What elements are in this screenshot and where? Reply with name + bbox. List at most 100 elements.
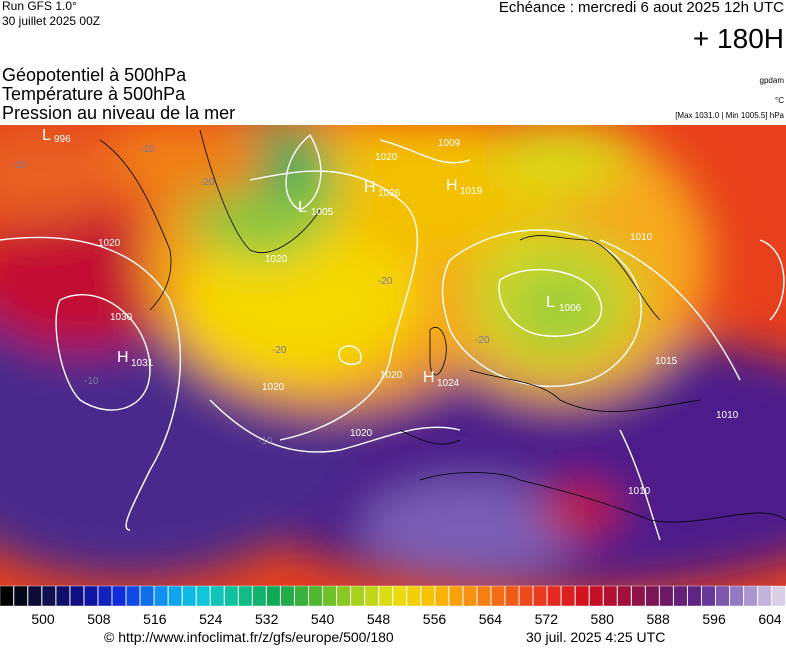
colorbar-swatch	[55, 585, 70, 607]
colorbar-tick-label: 500	[31, 611, 55, 627]
colorbar-tick-label: 604	[758, 611, 782, 627]
colorbar-swatch	[252, 585, 267, 607]
isobars	[0, 133, 785, 541]
colorbar-tick-label: 564	[479, 611, 503, 627]
colorbar-swatch	[308, 585, 323, 607]
pressure-value: 1026	[378, 188, 401, 199]
colorbar-swatch	[168, 585, 183, 607]
colorbar-swatch	[673, 585, 688, 607]
unit: °C	[775, 96, 784, 105]
colorbar-swatch	[112, 585, 126, 607]
isobar-label: 1020	[262, 382, 285, 393]
field: Pression au niveau de la mer	[2, 103, 235, 123]
colorbar-swatch	[631, 585, 646, 607]
colorbar-swatch	[98, 585, 112, 607]
temperature-label: -20	[200, 177, 215, 188]
colorbar-swatch	[715, 585, 730, 607]
temperature-label: -10	[12, 160, 27, 171]
pressure-center: H	[117, 349, 129, 366]
colorbar-swatch	[210, 585, 225, 607]
pressure-value: 996	[54, 134, 71, 145]
colorbar-tick-label: 508	[87, 611, 111, 627]
colorbar-swatch	[238, 585, 253, 607]
generated: 30 juil. 2025 4:25 UTC	[526, 629, 665, 645]
temperature-label: -10	[258, 436, 273, 447]
colorbar-swatch	[603, 585, 618, 607]
colorbar-swatch	[462, 585, 477, 607]
pressure-center: H	[423, 369, 435, 386]
colorbar-swatch	[0, 585, 14, 607]
colorbar-swatch	[561, 585, 576, 607]
colorbar-swatch	[224, 585, 239, 607]
colorbar-swatch	[126, 585, 140, 607]
colorbar-swatch	[182, 585, 197, 607]
colorbar-tick-label: 532	[255, 611, 279, 627]
colorbar-swatch	[27, 585, 42, 607]
colorbar-tick-label: 556	[423, 611, 447, 627]
colorbar-swatch	[547, 585, 562, 607]
colorbar-swatch	[533, 585, 547, 607]
pressure-center: L	[42, 127, 51, 144]
colorbar-tick-label: 588	[646, 611, 670, 627]
isobar-label: 1010	[630, 232, 653, 243]
colorbar-swatch	[280, 585, 295, 607]
colorbar-swatch	[505, 585, 519, 607]
colorbar-swatch	[701, 585, 716, 607]
temperature-label: -20	[475, 335, 490, 346]
isobar-label: 1030	[110, 312, 133, 323]
colorbar-tick-label: 524	[199, 611, 223, 627]
colorbar-swatch	[392, 585, 407, 607]
colorbar-swatch	[84, 585, 98, 607]
unit: gpdam	[760, 76, 785, 85]
colorbar-swatch	[196, 585, 211, 607]
colorbar: 500 508 516 524 532 540 548 556 564 572 580 588 596 6…	[0, 585, 786, 627]
colorbar-swatch	[771, 585, 786, 607]
colorbar-swatch	[519, 585, 533, 607]
colorbar-swatch	[687, 585, 702, 607]
colorbar-swatch	[589, 585, 604, 607]
colorbar-swatch	[336, 585, 351, 607]
colorbar-swatch	[617, 585, 632, 607]
source: © http://www.infoclimat.fr/z/gfs/europe/…	[104, 629, 394, 645]
colorbar-swatch	[420, 585, 435, 607]
colorbar-swatch	[13, 585, 28, 607]
temperature-label: -10	[84, 376, 99, 387]
isobar-label: 1010	[628, 486, 651, 497]
pressure-value: 1005	[311, 207, 334, 218]
colorbar-tick-label: 548	[367, 611, 391, 627]
pressure-center: H	[364, 179, 376, 196]
isobar-label: 1020	[265, 254, 288, 265]
isobar-label: 1010	[716, 410, 739, 421]
pressure-center: H	[446, 177, 458, 194]
pressure-value: 1024	[437, 378, 460, 389]
colorbar-swatch	[350, 585, 365, 607]
pressure-center: L	[298, 199, 307, 216]
field: Géopotentiel à 500hPa	[2, 65, 187, 85]
colorbar-swatch	[477, 585, 491, 607]
valid-time: Echéance : mercredi 6 aout 2025 12h UTC	[499, 0, 784, 16]
colorbar-swatch	[757, 585, 772, 607]
isobar-label: 1015	[655, 356, 678, 367]
isobar-label: 1020	[98, 238, 121, 249]
colorbar-swatch	[140, 585, 154, 607]
temperature-label: -20	[272, 345, 287, 356]
field: Température à 500hPa	[2, 84, 186, 104]
isobar-label: 1020	[350, 428, 373, 439]
unit: [Max 1031.0 | Min 1005.5] hPa	[675, 111, 784, 120]
lead-time: + 180H	[693, 23, 784, 54]
colorbar-swatch	[364, 585, 379, 607]
colorbar-swatch	[743, 585, 758, 607]
colorbar-swatch	[378, 585, 393, 607]
colorbar-swatch	[659, 585, 674, 607]
map-labels: L 996 L 1005 H 1026 H 1019 H 1031 H 1024…	[12, 127, 739, 497]
colorbar-tick-label: 540	[311, 611, 335, 627]
coastlines	[99, 129, 786, 523]
colorbar-swatch	[322, 585, 337, 607]
colorbar-swatch	[645, 585, 660, 607]
colorbar-tick-label: 580	[591, 611, 615, 627]
isobar-label: 1009	[438, 138, 461, 149]
colorbar-tick-label: 516	[143, 611, 167, 627]
pressure-value: 1019	[460, 186, 483, 197]
colorbar-swatch	[69, 585, 84, 607]
